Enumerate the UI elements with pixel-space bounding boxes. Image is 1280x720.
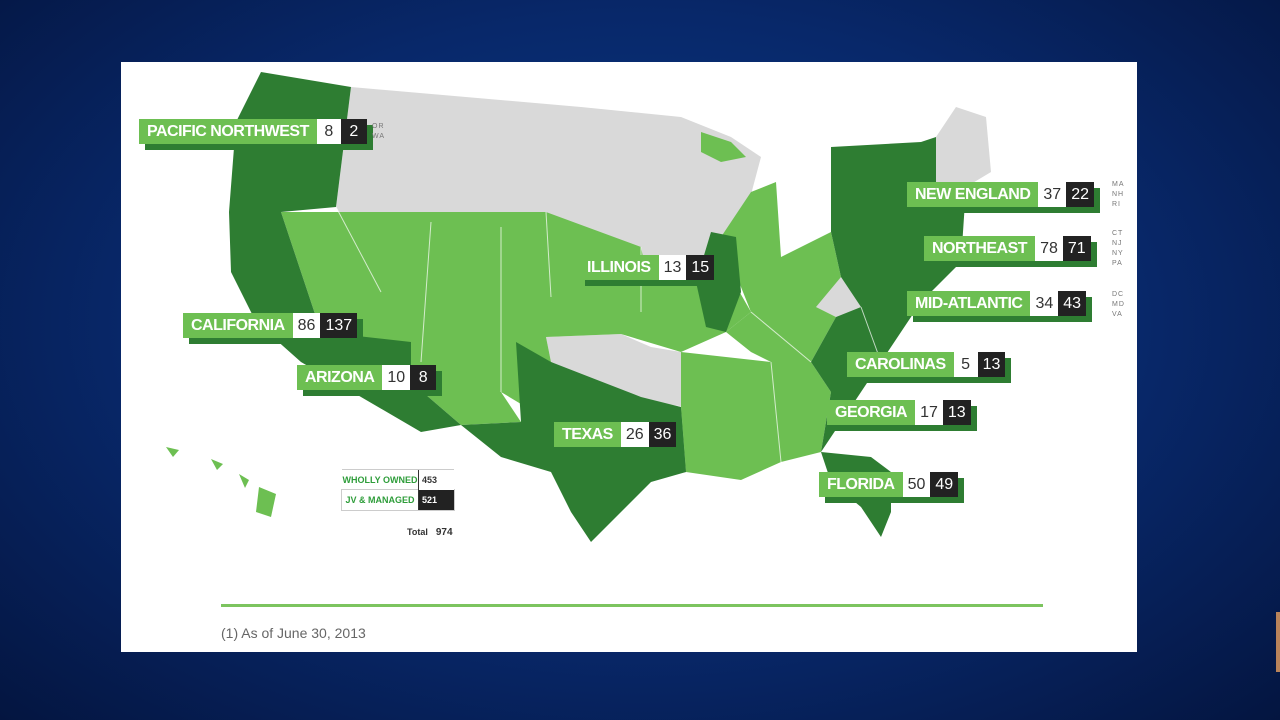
region-name: CAROLINAS <box>847 352 954 377</box>
state-shape-hawaii <box>166 447 276 517</box>
owned-count: 78 <box>1035 236 1063 261</box>
state-abbr: MD <box>1112 301 1125 308</box>
region-name: PACIFIC NORTHWEST <box>139 119 317 144</box>
owned-count: 50 <box>902 472 931 497</box>
owned-count: 5 <box>953 352 978 377</box>
legend-value: 521 <box>419 490 454 510</box>
legend-total-label: Total <box>407 527 428 537</box>
legend-value: 453 <box>419 470 454 490</box>
state-abbr: NH <box>1112 191 1125 198</box>
state-abbr-list: MA NH RI <box>1112 180 1125 210</box>
state-abbr: MA <box>1112 181 1125 188</box>
state-shape-gray <box>936 107 991 202</box>
region-name: ILLINOIS <box>579 255 659 280</box>
region-badge-mid-atlantic: MID-ATLANTIC 34 43 <box>907 291 1087 316</box>
region-name: GEORGIA <box>827 400 916 425</box>
state-abbr-list: OR WA <box>372 122 385 142</box>
region-badge-georgia: GEORGIA 17 13 <box>827 400 971 425</box>
jv-count: 71 <box>1062 236 1091 261</box>
state-abbr: OR <box>372 123 385 130</box>
owned-count: 17 <box>915 400 943 425</box>
jv-count: 15 <box>686 255 715 280</box>
owned-count: 86 <box>292 313 321 338</box>
legend-total: Total 974 <box>407 527 453 538</box>
state-abbr-list: CT NJ NY PA <box>1112 229 1124 269</box>
legend: WHOLLY OWNED 453 JV & MANAGED 521 <box>342 469 454 510</box>
owned-count: 37 <box>1038 182 1067 207</box>
jv-count: 43 <box>1058 291 1087 316</box>
legend-label: WHOLLY OWNED <box>342 470 419 490</box>
owned-count: 26 <box>620 422 649 447</box>
state-shape-light <box>681 352 831 480</box>
state-shape-light <box>411 342 521 425</box>
owned-count: 13 <box>658 255 687 280</box>
jv-count: 36 <box>648 422 677 447</box>
legend-label: JV & MANAGED <box>342 490 419 510</box>
region-name: TEXAS <box>554 422 621 447</box>
state-shape-dark <box>229 72 461 432</box>
owned-count: 10 <box>382 365 411 390</box>
slide: PACIFIC NORTHWEST 8 2 OR WA CALIFORNIA 8… <box>121 62 1137 652</box>
footnote: (1) As of June 30, 2013 <box>221 625 366 641</box>
jv-count: 49 <box>930 472 959 497</box>
state-abbr: NY <box>1112 250 1124 257</box>
region-badge-pacific-northwest: PACIFIC NORTHWEST 8 2 <box>139 119 367 144</box>
state-abbr: DC <box>1112 291 1125 298</box>
jv-count: 13 <box>977 352 1006 377</box>
region-badge-new-england: NEW ENGLAND 37 22 <box>907 182 1094 207</box>
legend-row-wholly-owned: WHOLLY OWNED 453 <box>342 469 454 490</box>
divider <box>221 604 1043 607</box>
region-badge-northeast: NORTHEAST 78 71 <box>924 236 1091 261</box>
region-badge-arizona: ARIZONA 10 8 <box>297 365 437 390</box>
region-name: NORTHEAST <box>924 236 1036 261</box>
region-name: ARIZONA <box>297 365 383 390</box>
state-abbr-list: DC MD VA <box>1112 290 1125 320</box>
region-badge-carolinas: CAROLINAS 5 13 <box>847 352 1006 377</box>
state-abbr: CT <box>1112 230 1124 237</box>
region-badge-texas: TEXAS 26 36 <box>554 422 677 447</box>
region-name: CALIFORNIA <box>183 313 293 338</box>
region-name: NEW ENGLAND <box>907 182 1039 207</box>
legend-total-value: 974 <box>435 527 453 538</box>
region-name: FLORIDA <box>819 472 903 497</box>
jv-count: 137 <box>320 313 358 338</box>
state-abbr: WA <box>372 133 386 140</box>
state-abbr: VA <box>1112 311 1123 318</box>
region-name: MID-ATLANTIC <box>907 291 1031 316</box>
region-badge-illinois: ILLINOIS 13 15 <box>579 255 715 280</box>
state-shape-light <box>701 132 746 162</box>
state-abbr: RI <box>1112 201 1121 208</box>
state-abbr: PA <box>1112 260 1123 267</box>
owned-count: 34 <box>1030 291 1059 316</box>
region-badge-california: CALIFORNIA 86 137 <box>183 313 358 338</box>
state-shape-gray <box>546 334 686 407</box>
region-badge-florida: FLORIDA 50 49 <box>819 472 959 497</box>
legend-row-jv-managed: JV & MANAGED 521 <box>342 490 454 510</box>
state-abbr: NJ <box>1112 240 1123 247</box>
jv-count: 8 <box>410 365 437 390</box>
jv-count: 2 <box>340 119 367 144</box>
owned-count: 8 <box>316 119 341 144</box>
edge-mark <box>1276 612 1280 672</box>
jv-count: 22 <box>1066 182 1094 207</box>
jv-count: 13 <box>942 400 971 425</box>
state-shape-light <box>721 182 841 362</box>
